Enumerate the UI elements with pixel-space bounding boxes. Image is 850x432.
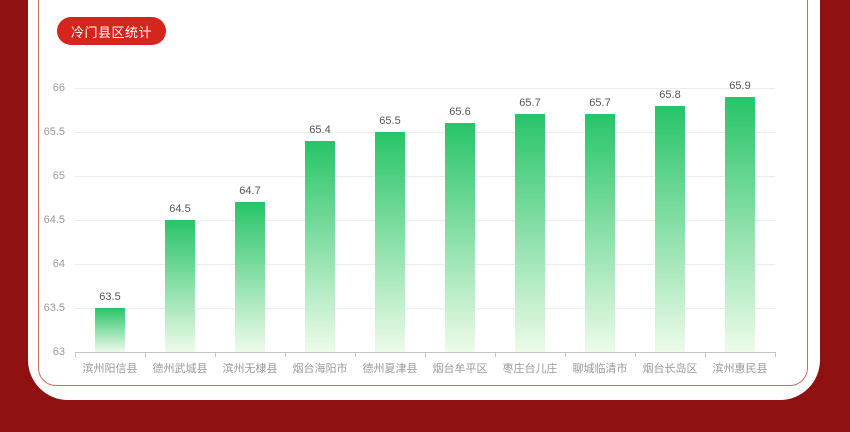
bar-value-label: 65.8 (659, 88, 681, 101)
x-axis-tick (285, 352, 286, 357)
chart-title-badge: 冷门县区统计 (57, 17, 167, 45)
bar (655, 105, 685, 352)
x-axis-label: 枣庄台儿庄 (502, 363, 558, 375)
bar (375, 132, 405, 352)
x-axis-tick (705, 352, 706, 357)
bar-value-label: 65.7 (519, 97, 541, 110)
y-axis-label: 66 (52, 82, 65, 94)
x-axis-label: 烟台长岛区 (642, 363, 698, 375)
bar (235, 202, 265, 352)
x-axis-tick (75, 352, 76, 357)
x-axis-label: 滨州无棣县 (222, 363, 278, 375)
x-axis-label: 滨州阳信县 (82, 363, 138, 375)
x-axis-tick (425, 352, 426, 357)
x-axis-tick (215, 352, 216, 357)
bar-value-label: 65.5 (379, 115, 401, 127)
x-axis-label: 滨州惠民县 (712, 363, 768, 375)
y-axis-label: 64.5 (43, 214, 65, 226)
bar-value-label: 65.9 (729, 79, 751, 92)
gridline (75, 308, 775, 309)
x-axis-tick (495, 352, 496, 357)
x-axis-tick (355, 352, 356, 357)
x-axis-tick (635, 352, 636, 357)
x-axis-label: 烟台牟平区 (432, 363, 488, 375)
x-axis-tick (775, 352, 776, 357)
bar (95, 308, 125, 352)
bar-value-label: 64.7 (239, 185, 261, 198)
bar-value-label: 65.4 (309, 123, 331, 136)
x-axis-label: 烟台海阳市 (292, 363, 348, 375)
bar (725, 96, 755, 352)
bar (515, 114, 545, 352)
y-axis-label: 65 (52, 170, 65, 182)
bar (165, 220, 195, 352)
y-axis-label: 64 (52, 258, 65, 270)
bar (585, 114, 615, 352)
bar-chart: 66 65.5 65 64.5 64 63.5 63 63.5 滨州阳信县 64.5 德州武城县 64… (44, 80, 776, 375)
bar-value-label: 64.5 (169, 203, 191, 215)
bar-value-label: 63.5 (99, 291, 121, 303)
bar (305, 140, 335, 352)
gridline (75, 132, 775, 133)
gridline (75, 264, 775, 265)
y-axis-label: 63.5 (43, 302, 65, 314)
x-axis-label: 德州夏津县 (362, 363, 418, 375)
x-axis-tick (145, 352, 146, 357)
y-axis-label: 63 (52, 346, 65, 358)
bar-value-label: 65.6 (449, 106, 471, 119)
gridline (75, 220, 775, 221)
gridline (75, 88, 775, 89)
y-axis-label: 65.5 (43, 126, 65, 138)
chart-title: 冷门县区统计 (71, 24, 153, 40)
bar-value-label: 65.7 (589, 97, 611, 110)
x-axis-label: 聊城临清市 (572, 363, 628, 375)
bar (445, 123, 475, 352)
x-axis-tick (565, 352, 566, 357)
x-axis-label: 德州武城县 (152, 363, 208, 375)
gridline (75, 176, 775, 177)
